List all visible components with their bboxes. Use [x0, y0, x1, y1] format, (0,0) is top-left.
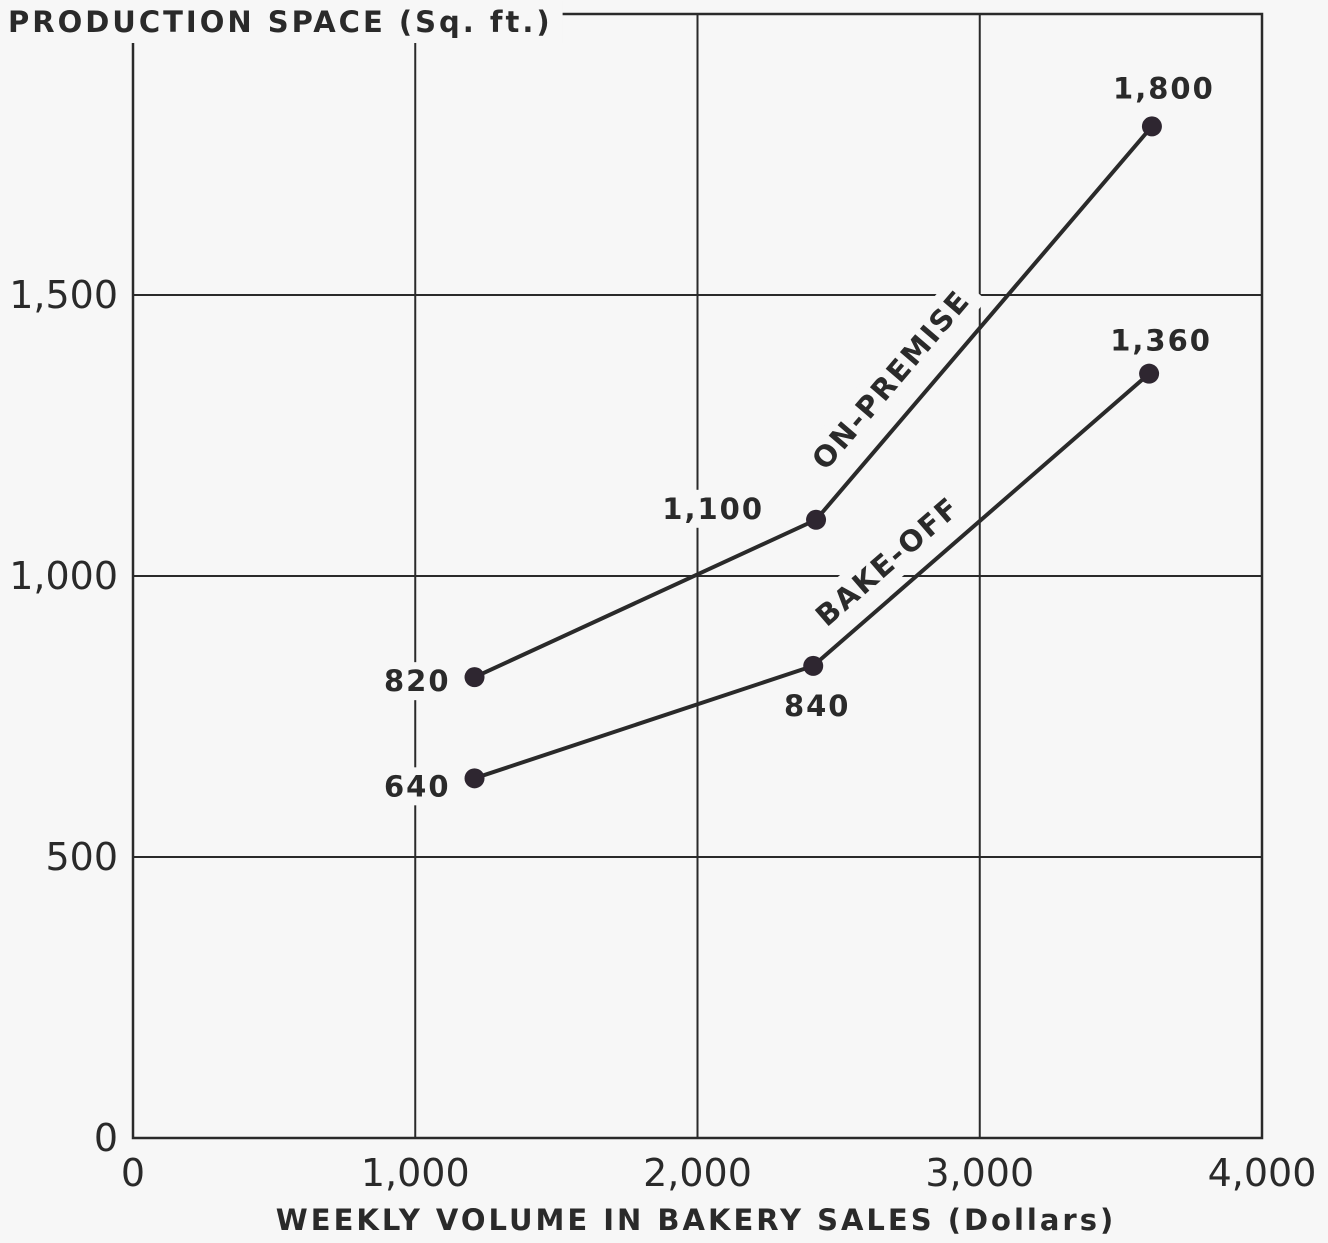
plot-frame: [131, 12, 1264, 1140]
data-point: [803, 655, 824, 676]
data-label: 840: [784, 689, 851, 723]
label-background: [0, 1, 563, 43]
data-label: 1,360: [1110, 324, 1212, 358]
y-tick-label: 1,000: [9, 554, 118, 598]
x-tick-label: 1,000: [361, 1151, 470, 1195]
label-backgrounds: [377, 69, 1221, 806]
y-tick-label: 0: [94, 1116, 118, 1160]
label-background: [1104, 321, 1218, 360]
series-name-label: BAKE-OFF: [809, 490, 967, 633]
x-tick-label: 3,000: [925, 1151, 1034, 1195]
data-label: 1,100: [662, 492, 764, 526]
data-label: 820: [384, 664, 451, 698]
data-point: [1139, 363, 1160, 384]
series-line: [473, 125, 1154, 680]
y-tick-label: 500: [45, 835, 118, 879]
data-point: [464, 768, 485, 789]
data-point: [1141, 116, 1162, 137]
data-label: 1,800: [1113, 71, 1215, 105]
x-tick-label: 0: [121, 1151, 145, 1195]
y-axis-title: PRODUCTION SPACE (Sq. ft.): [8, 5, 553, 39]
label-background: [777, 686, 857, 725]
series-name-label: ON-PREMISE: [805, 283, 977, 476]
label-background: [1107, 69, 1221, 108]
label-background: [377, 767, 457, 806]
x-tick-label: 2,000: [643, 1151, 752, 1195]
label-background: [795, 273, 987, 487]
y-tick-label: 1,500: [9, 273, 118, 317]
data-point: [464, 667, 485, 688]
x-tick-label: 4,000: [1208, 1151, 1317, 1195]
data-label: 640: [384, 769, 451, 803]
label-background: [377, 662, 457, 701]
x-axis-title: WEEKLY VOLUME IN BAKERY SALES (Dollars): [276, 1203, 1116, 1237]
tick-labels: 0 1,000 2,000 3,000 4,000 0 500 1,000 1,500: [9, 273, 1316, 1195]
label-background: [798, 480, 977, 643]
series: 820 1,100 1,800 ON-PREMISE 640 840 1,360 BAKE-O…: [384, 71, 1215, 803]
label-background: [656, 489, 771, 528]
data-point: [806, 509, 827, 530]
